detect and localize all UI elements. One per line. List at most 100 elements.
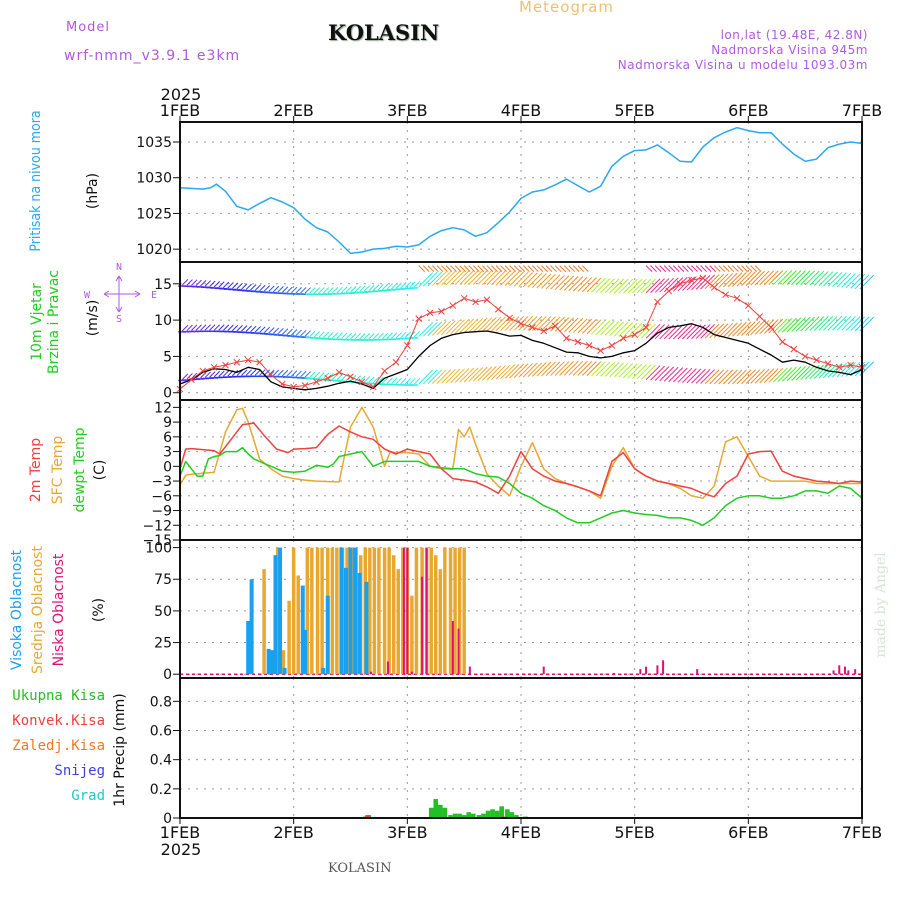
wind-barb [622,322,638,338]
wind-barb [645,323,661,339]
wind-gust-marker [426,309,434,317]
low-cloud-bar [457,628,460,675]
wind-barb [613,321,629,337]
compass-s: S [116,314,122,325]
wind-barb [381,377,389,384]
wind-barb [777,270,793,285]
high-cloud-bar [339,547,344,675]
wind-barb [295,329,302,336]
wind-barb [627,363,643,379]
wind-barb [463,367,479,383]
wind-gust-marker [642,324,650,331]
wind-barb [682,265,689,272]
wind-barb [618,363,634,378]
wind-barb [495,316,511,332]
wind-barb [832,362,847,378]
wind-barb [422,321,438,337]
wind-barb [259,326,266,333]
wind-barb [209,280,216,287]
wind-barb [259,284,266,292]
wind-barb [427,265,435,272]
cloud-ylabel: (%) [91,598,107,622]
wind-barb [727,322,743,337]
wind-gust-marker [324,374,332,382]
wind-barb [591,319,606,335]
wind-speed-line [179,323,863,391]
wind-barb [691,368,706,384]
wind-barb [818,316,834,331]
high-cloud-bar [348,547,353,675]
wind-barb [404,378,412,385]
wind-barb [532,362,547,377]
wind-barb [777,367,793,382]
wind-barb [254,369,261,376]
wind-barb [486,316,502,332]
legend-hail: Grad [71,788,105,804]
wind-barb [754,368,770,384]
wind-gust-marker [403,342,411,349]
wind-gust-marker [688,276,695,284]
wind-barb [386,332,393,339]
wind-barb [341,286,348,293]
wind-barb [277,327,284,335]
wind-barb [645,278,661,294]
wind-barb [518,272,534,287]
wind-barb [491,316,506,332]
wind-barb [527,265,535,272]
x-tick-label-bottom: 5FEB [614,823,654,842]
wind-gust-marker [460,294,468,302]
wind-barb [500,271,515,286]
wind-barb [709,273,725,289]
text-layer: 1020102510301035051015−15−12−9−6−3036912… [136,101,882,842]
wind-barb [582,361,597,376]
wind-barb [245,283,252,291]
wind-gust-marker [813,356,820,364]
wind-gust-marker [233,358,241,366]
wind-barb [300,370,307,378]
wind-barb [786,366,802,382]
wind-barb [545,274,561,290]
wind-barb [341,332,348,339]
wind-barb [295,370,302,377]
wind-barb [727,272,743,288]
wind-barb [354,332,362,340]
wind-barb [572,265,580,272]
wind-barb [218,370,225,377]
x-tick-label-top: 4FEB [501,101,541,120]
model-label: Model [66,20,111,35]
wind-barb [659,265,667,272]
mid-cloud-bar [410,595,414,675]
wind-barb [572,360,588,376]
wind-barb [841,362,856,377]
wind-barb [650,365,665,381]
wind-barb [768,270,784,285]
wind-barb [404,331,412,338]
wind-barb [309,287,316,294]
wind-barb [527,362,543,378]
wind-gust-marker [301,382,309,389]
station-elevation: Nadmorska Visina 945m [711,43,868,57]
wind-barb [250,325,257,333]
wind-barb [577,265,585,272]
wind-barb [795,270,811,286]
station-title: KOLASIN [328,20,440,45]
wind-barb [345,286,352,293]
wind-gust-marker [597,347,604,354]
wind-barb [604,321,620,336]
wind-barb [500,265,507,272]
wind-barb [322,287,330,294]
wind-barb [427,321,443,337]
wind-barb [732,265,739,272]
y-tick-label: 6 [163,430,172,446]
y-tick-label: 12 [154,400,172,416]
wind-barb [632,278,647,294]
panel-frame [179,399,863,541]
wind-barb [431,265,439,272]
wind-barb [486,365,502,381]
wind-barb [200,280,207,287]
mid-cloud-bar [462,547,466,675]
wind-barb [241,325,248,332]
wind-barb [209,324,216,331]
wind-barb [600,278,615,294]
wind-barb [191,279,198,286]
